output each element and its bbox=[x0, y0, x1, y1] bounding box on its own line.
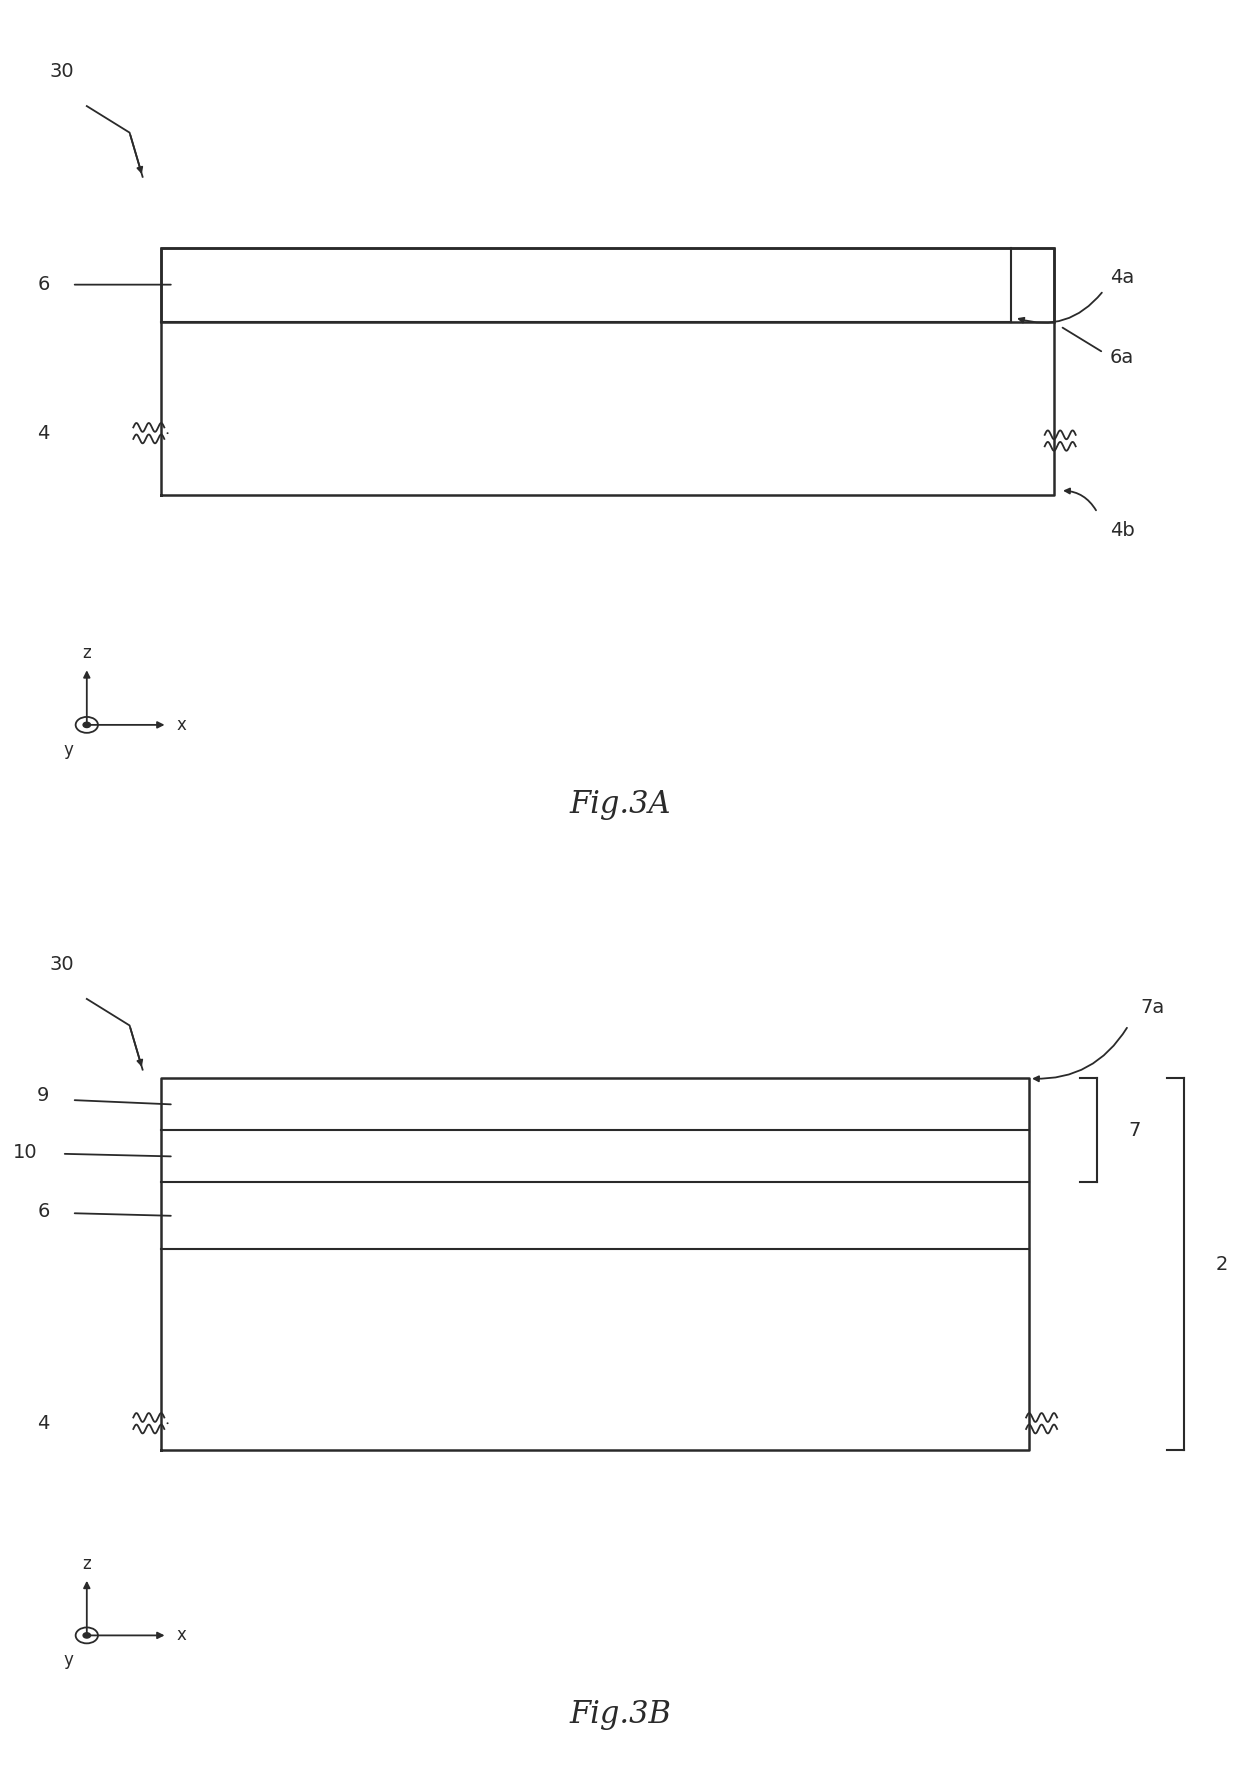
Text: Fig.3B: Fig.3B bbox=[569, 1699, 671, 1731]
Text: 6: 6 bbox=[37, 276, 50, 293]
Text: 6: 6 bbox=[37, 1202, 50, 1222]
Text: x: x bbox=[176, 1627, 186, 1644]
Text: 4b: 4b bbox=[1110, 522, 1135, 539]
Text: z: z bbox=[82, 1554, 92, 1574]
Text: 10: 10 bbox=[12, 1142, 37, 1162]
Text: z: z bbox=[82, 644, 92, 661]
Text: x: x bbox=[176, 716, 186, 734]
Text: 30: 30 bbox=[50, 955, 74, 974]
Text: 4: 4 bbox=[37, 1414, 50, 1432]
Text: 6a: 6a bbox=[1110, 348, 1135, 366]
Text: 30: 30 bbox=[50, 62, 74, 81]
Text: 4a: 4a bbox=[1110, 267, 1135, 286]
Circle shape bbox=[83, 1634, 91, 1637]
Text: 7: 7 bbox=[1128, 1121, 1141, 1140]
Text: 2: 2 bbox=[1215, 1255, 1228, 1273]
Text: y: y bbox=[63, 1651, 73, 1669]
Text: y: y bbox=[63, 741, 73, 758]
Text: 9: 9 bbox=[37, 1086, 50, 1105]
Text: 4: 4 bbox=[37, 424, 50, 442]
Polygon shape bbox=[161, 248, 1054, 322]
Circle shape bbox=[83, 721, 91, 728]
Text: Fig.3A: Fig.3A bbox=[569, 789, 671, 820]
Text: 7a: 7a bbox=[1141, 999, 1166, 1017]
